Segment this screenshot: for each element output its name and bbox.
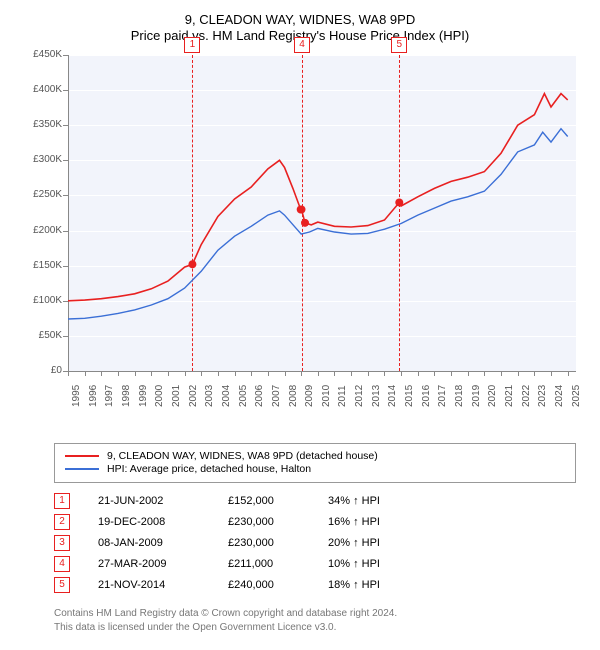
row-price: £230,000	[228, 537, 328, 549]
page-title: 9, CLEADON WAY, WIDNES, WA8 9PD	[10, 12, 590, 27]
row-date: 21-NOV-2014	[98, 579, 228, 591]
row-date: 08-JAN-2009	[98, 537, 228, 549]
flag-marker: 4	[294, 37, 310, 53]
row-date: 19-DEC-2008	[98, 516, 228, 528]
price-chart: £0£50K£100K£150K£200K£250K£300K£350K£400…	[20, 51, 580, 431]
row-price: £230,000	[228, 516, 328, 528]
table-row: 5 21-NOV-2014£240,00018% ↑ HPI	[54, 577, 576, 593]
row-price: £152,000	[228, 495, 328, 507]
table-row: 4 27-MAR-2009£211,00010% ↑ HPI	[54, 556, 576, 572]
row-marker: 2	[54, 514, 70, 530]
chart-lines	[20, 51, 580, 431]
legend-item: HPI: Average price, detached house, Halt…	[65, 463, 565, 475]
row-pct: 34% ↑ HPI	[328, 495, 428, 507]
footer-text: Contains HM Land Registry data © Crown c…	[54, 607, 564, 634]
row-price: £211,000	[228, 558, 328, 570]
table-row: 1 21-JUN-2002£152,00034% ↑ HPI	[54, 493, 576, 509]
row-pct: 10% ↑ HPI	[328, 558, 428, 570]
row-price: £240,000	[228, 579, 328, 591]
table-row: 2 19-DEC-2008£230,00016% ↑ HPI	[54, 514, 576, 530]
transaction-table: 1 21-JUN-2002£152,00034% ↑ HPI 2 19-DEC-200…	[54, 493, 576, 593]
row-marker: 3	[54, 535, 70, 551]
row-date: 27-MAR-2009	[98, 558, 228, 570]
row-pct: 20% ↑ HPI	[328, 537, 428, 549]
row-marker: 4	[54, 556, 70, 572]
row-date: 21-JUN-2002	[98, 495, 228, 507]
flag-marker: 1	[184, 37, 200, 53]
row-marker: 5	[54, 577, 70, 593]
row-pct: 16% ↑ HPI	[328, 516, 428, 528]
legend-item: 9, CLEADON WAY, WIDNES, WA8 9PD (detache…	[65, 450, 565, 462]
row-pct: 18% ↑ HPI	[328, 579, 428, 591]
legend: 9, CLEADON WAY, WIDNES, WA8 9PD (detache…	[54, 443, 576, 483]
row-marker: 1	[54, 493, 70, 509]
table-row: 3 08-JAN-2009£230,00020% ↑ HPI	[54, 535, 576, 551]
flag-marker: 5	[391, 37, 407, 53]
